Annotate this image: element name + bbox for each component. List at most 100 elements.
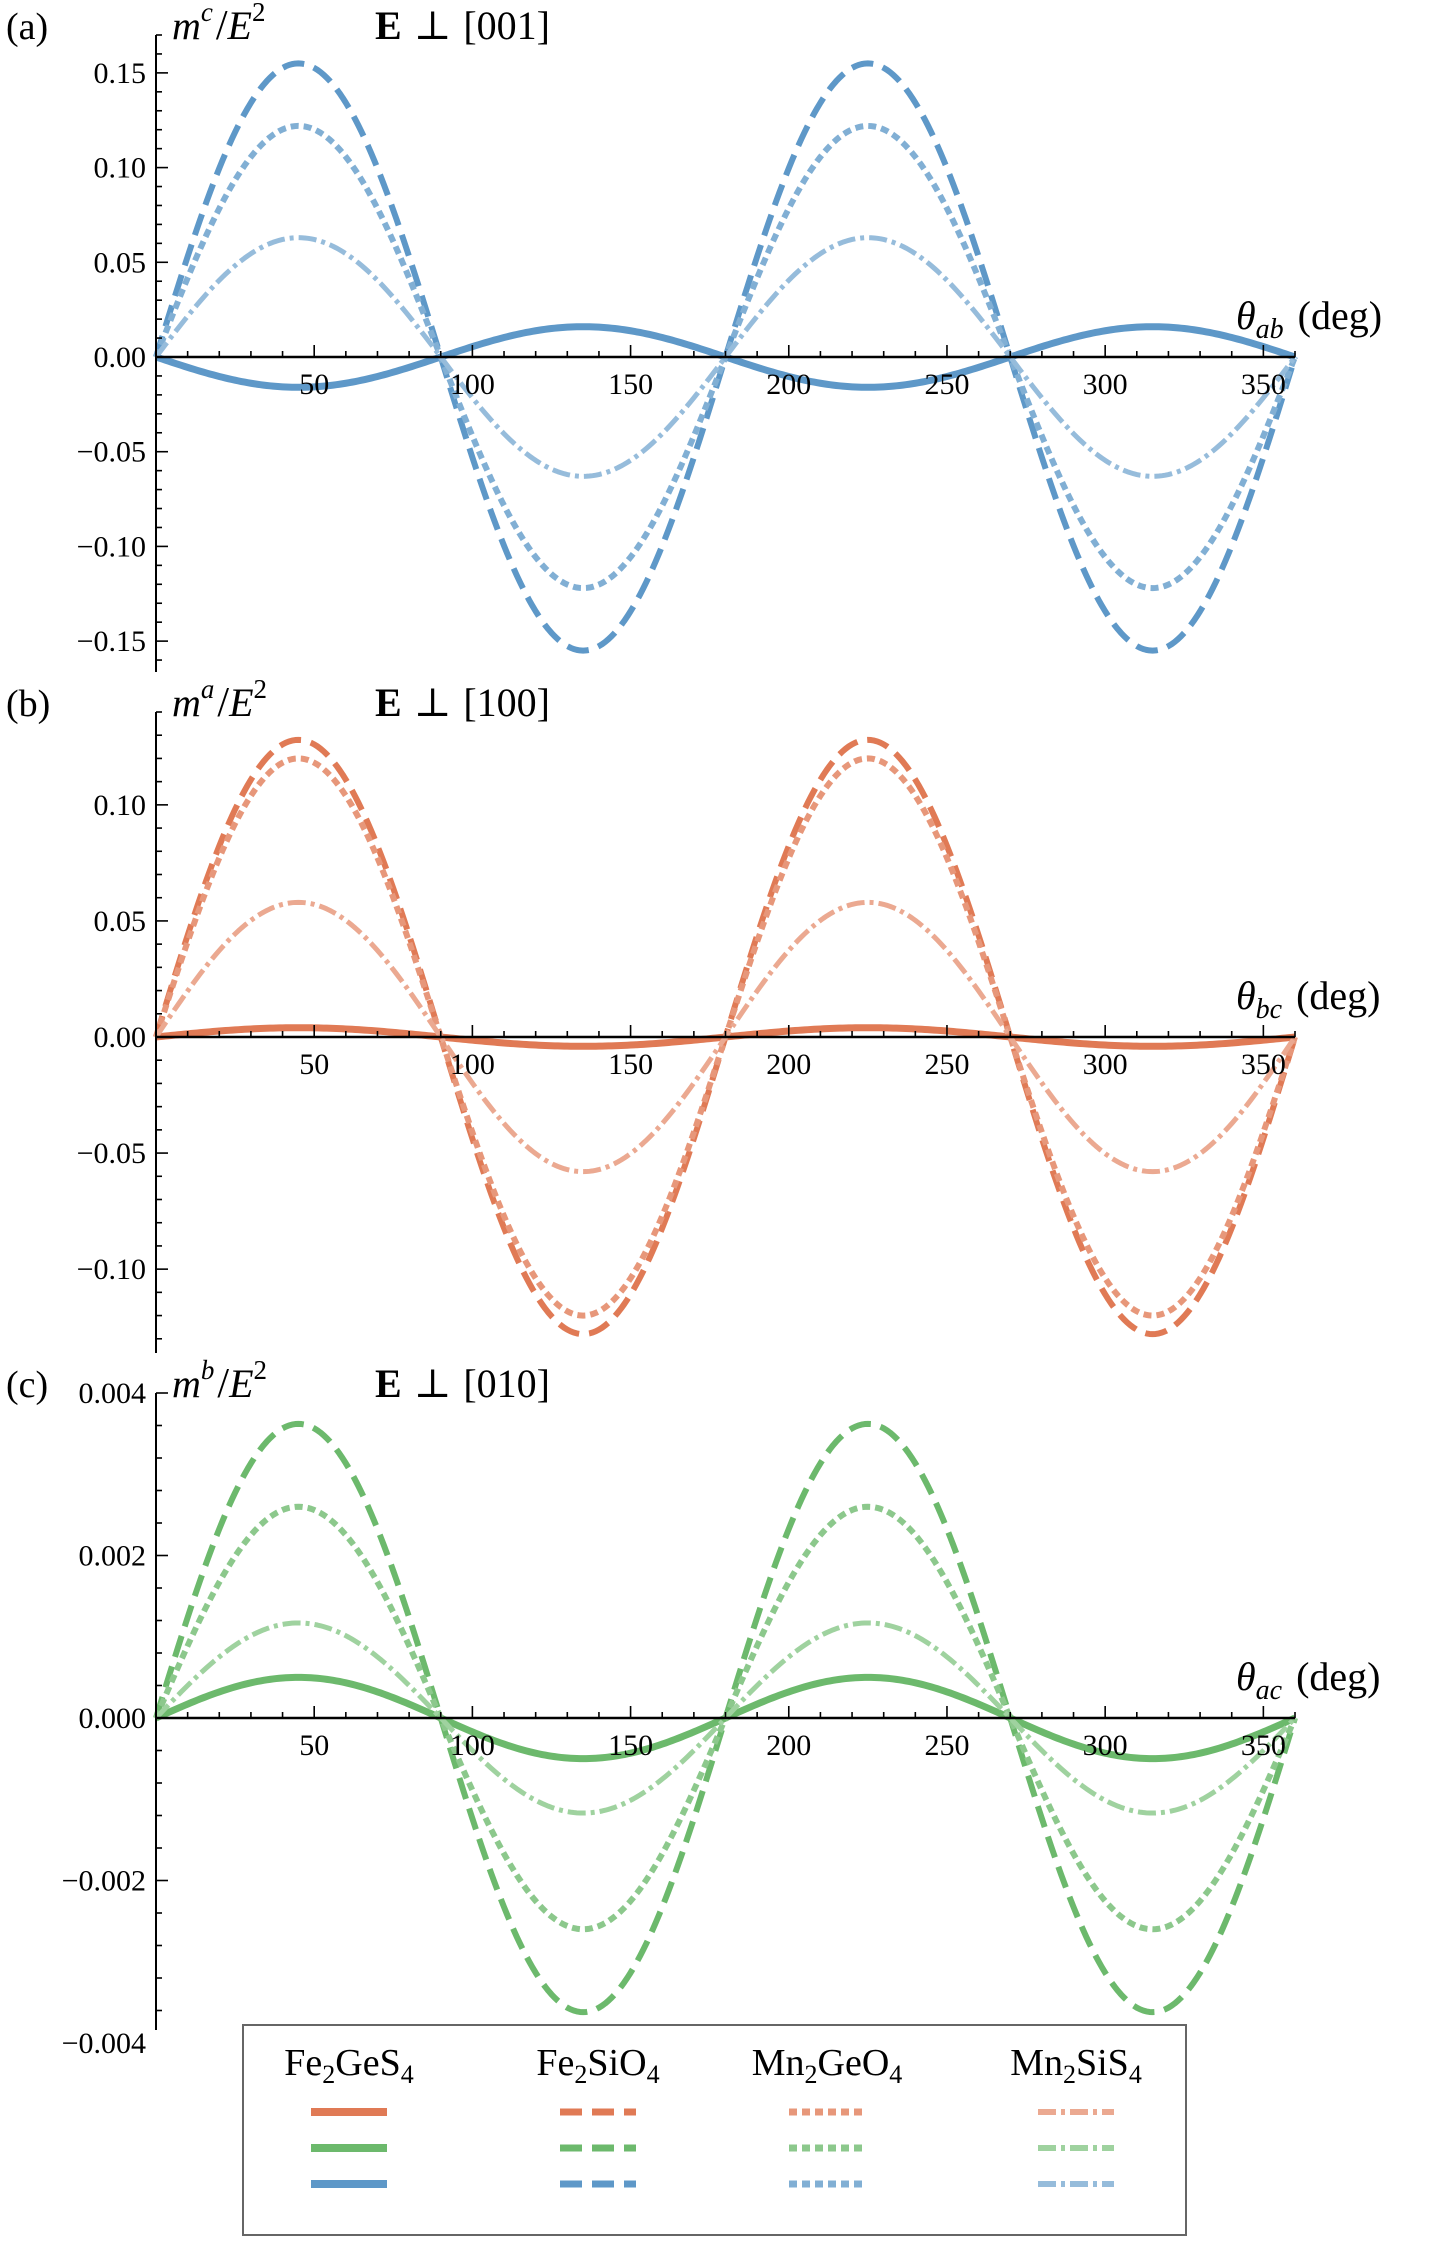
x-axis-label: θab (deg) [1236, 293, 1382, 345]
x-tick-label: 350 [1241, 368, 1286, 401]
x-label-theta: θ [1236, 293, 1256, 338]
y-tick-label: 0.05 [94, 246, 147, 279]
x-tick-label: 250 [924, 368, 969, 401]
legend-name-sub: 4 [1129, 2060, 1142, 2089]
y-tick-label: 0.002 [79, 1540, 147, 1573]
legend-name-sub: 2 [574, 2060, 587, 2089]
y-tick-label: 0.10 [94, 789, 147, 822]
panel-c: 0.004 0.002 0.000 −0.002 −0.004 50 100 150 200 25… [6, 1355, 1381, 2060]
x-tick-label: 250 [924, 1048, 969, 1081]
y-tick-label: 0.000 [79, 1702, 147, 1735]
y-tick-label: −0.15 [77, 625, 146, 658]
y-tick-label: −0.10 [77, 1253, 146, 1286]
legend-name-base: Mn [752, 2042, 805, 2084]
legend-name-mid: GeO [818, 2042, 890, 2084]
y-label-E-sup: 2 [254, 1355, 268, 1385]
panel-a: 0.15 0.10 0.05 0.00 −0.05 −0.10 −0.15 50 100 150 2… [6, 0, 1382, 672]
legend-name-base: Fe [536, 2042, 574, 2084]
x-label-theta: θ [1236, 1654, 1256, 1699]
y-tick-label: 0.10 [94, 152, 147, 185]
y-tick-label: −0.05 [77, 436, 146, 469]
x-label-sub: ac [1256, 1675, 1283, 1706]
field-label-perp: ⊥ [414, 680, 452, 725]
y-axis-label: ma/E2 [172, 674, 267, 726]
field-label: E ⊥ [010] [375, 1361, 550, 1406]
y-tick-label: −0.004 [62, 2027, 146, 2060]
x-tick-label: 200 [766, 368, 811, 401]
legend-entry-Fe2SiO4: Fe2SiO4 [536, 2042, 659, 2089]
field-label-E: E [375, 3, 402, 48]
x-tick-label: 150 [608, 1048, 653, 1081]
x-tick-label: 50 [299, 1729, 329, 1762]
legend-name-sub: 4 [647, 2060, 660, 2089]
x-tick-label: 100 [450, 1729, 495, 1762]
x-label-unit: (deg) [1296, 973, 1380, 1018]
field-label-dir: [010] [463, 1361, 550, 1406]
legend-entry-Fe2GeS4: Fe2GeS4 [284, 2042, 413, 2089]
y-label-E: E [227, 3, 252, 48]
field-label-perp: ⊥ [414, 1361, 452, 1406]
field-label: E ⊥ [100] [375, 680, 550, 725]
x-tick-label: 200 [766, 1048, 811, 1081]
x-tick-label: 50 [299, 1048, 329, 1081]
field-label-perp: ⊥ [414, 3, 452, 48]
field-label-dir: [001] [463, 3, 550, 48]
panel-label: (b) [6, 683, 50, 725]
legend-box [242, 2024, 1187, 2236]
legend: Fe2GeS4 Fe2SiO4 Mn2GeO4 Mn2SiS4 [242, 2024, 1187, 2236]
x-tick-label: 300 [1083, 1048, 1128, 1081]
y-tick-label: 0.00 [94, 1021, 147, 1054]
field-label-E: E [375, 1361, 402, 1406]
field-label: E ⊥ [001] [375, 3, 550, 48]
y-label-sup: b [201, 1355, 215, 1385]
legend-name-base: Fe [284, 2042, 322, 2084]
panel-b: 0.10 0.05 0.00 −0.05 −0.10 50 100 150 200 250 300 3… [6, 674, 1381, 1353]
x-tick-label: 250 [924, 1729, 969, 1762]
panel-label: (a) [6, 6, 48, 48]
x-tick-label: 100 [450, 368, 495, 401]
x-tick-label: 300 [1083, 368, 1128, 401]
y-tick-label: 0.15 [94, 57, 147, 90]
y-tick-label: 0.00 [94, 341, 147, 374]
y-axis-label: mc/E2 [172, 0, 265, 49]
y-label-slash: / [217, 680, 229, 726]
y-tick-label: −0.05 [77, 1137, 146, 1170]
x-tick-label: 350 [1241, 1729, 1286, 1762]
y-label-E: E [228, 1361, 253, 1406]
legend-name-sub: 2 [322, 2060, 335, 2089]
x-tick-label: 50 [299, 368, 329, 401]
y-label-sup: c [201, 0, 213, 27]
x-tick-label: 100 [450, 1048, 495, 1081]
series-line-Mn2SiS4 [154, 235, 1297, 479]
y-label-E-sup: 2 [252, 0, 266, 27]
y-label-m: m [172, 680, 201, 725]
y-label-E: E [228, 680, 253, 725]
y-label-sup: a [201, 674, 215, 704]
legend-name-sub: 4 [889, 2060, 902, 2089]
y-label-slash: / [216, 3, 228, 49]
legend-name-mid: SiS [1076, 2042, 1129, 2084]
y-tick-label: −0.10 [77, 530, 146, 563]
field-label-E: E [375, 680, 402, 725]
y-axis-label: mb/E2 [172, 1355, 267, 1407]
y-tick-label: −0.002 [62, 1865, 146, 1898]
legend-name-sub: 4 [401, 2060, 414, 2089]
series-line-Mn2SiS4 [154, 1620, 1297, 1816]
legend-entry-Mn2GeO4: Mn2GeO4 [752, 2042, 903, 2089]
field-label-dir: [100] [463, 680, 550, 725]
legend-name-base: Mn [1010, 2042, 1063, 2084]
legend-name-mid: SiO [587, 2042, 646, 2084]
y-label-m: m [172, 1361, 201, 1406]
x-axis-label: θac (deg) [1236, 1654, 1381, 1706]
legend-name-mid: GeS [335, 2042, 400, 2084]
x-tick-label: 350 [1241, 1048, 1286, 1081]
x-axis-label: θbc (deg) [1236, 973, 1381, 1025]
legend-name-sub: 2 [1063, 2060, 1076, 2089]
x-label-sub: bc [1256, 994, 1283, 1025]
panel-label: (c) [6, 1364, 48, 1406]
y-label-E-sup: 2 [254, 674, 268, 704]
legend-entry-Mn2SiS4: Mn2SiS4 [1010, 2042, 1142, 2089]
x-tick-label: 200 [766, 1729, 811, 1762]
y-tick-label: 0.05 [94, 905, 147, 938]
